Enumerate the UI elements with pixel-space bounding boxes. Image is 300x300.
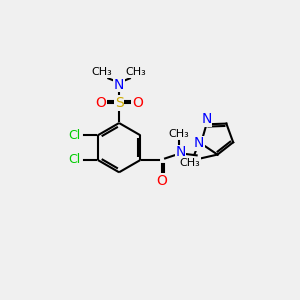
Text: S: S: [115, 96, 124, 110]
Text: O: O: [157, 174, 167, 188]
Text: N: N: [194, 136, 204, 150]
Text: O: O: [132, 96, 143, 110]
Text: N: N: [114, 77, 124, 92]
Text: CH₃: CH₃: [180, 158, 201, 168]
Text: Cl: Cl: [68, 154, 81, 166]
Text: N: N: [201, 112, 212, 126]
Text: O: O: [95, 96, 106, 110]
Text: CH₃: CH₃: [169, 129, 189, 139]
Text: N: N: [175, 145, 186, 159]
Text: CH₃: CH₃: [126, 67, 146, 77]
Text: CH₃: CH₃: [92, 67, 112, 77]
Text: Cl: Cl: [68, 129, 81, 142]
